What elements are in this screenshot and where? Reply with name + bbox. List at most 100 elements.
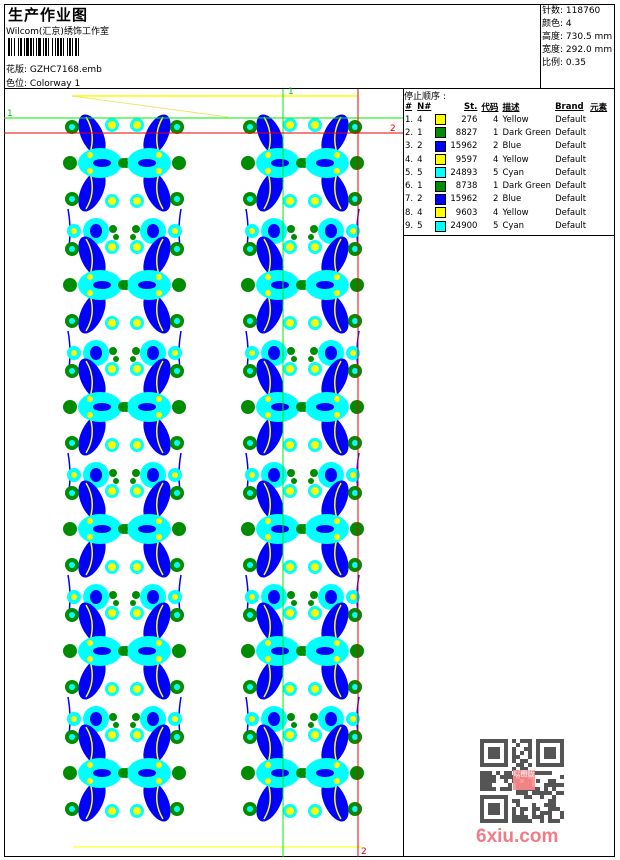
color-swatch — [435, 167, 447, 179]
row-swatch — [433, 219, 448, 232]
row-needle: 1 — [417, 181, 423, 192]
red-guide-label-right: 2 — [390, 124, 396, 134]
large-floral-motif — [117, 475, 187, 583]
row-brand: Default — [555, 127, 587, 138]
col-description: 描述 — [502, 102, 520, 113]
row-code: 1 — [493, 181, 499, 192]
row-swatch — [433, 140, 448, 153]
row-stitches: 15962 — [450, 194, 478, 205]
color-swatch — [435, 207, 447, 219]
table-bottom-divider — [403, 235, 615, 236]
info-width: 宽度: 292.0 mm — [542, 44, 612, 57]
info-colors: 颜色: 4 — [542, 18, 572, 31]
seal-stamp: 以图版 — [513, 770, 535, 790]
row-index: 3. — [405, 141, 414, 152]
row-description: Cyan — [502, 221, 524, 232]
row-stitches: 8827 — [455, 127, 478, 138]
panel-divider — [403, 88, 404, 857]
row-description: Dark Green — [502, 127, 552, 138]
row-needle: 4 — [417, 154, 423, 165]
row-description: Yellow — [502, 207, 529, 218]
row-description: Yellow — [502, 154, 529, 165]
large-floral-motif — [295, 597, 365, 705]
col-index: # — [405, 101, 413, 112]
height-value: 730.5 mm — [565, 32, 613, 42]
row-brand: Default — [555, 207, 587, 218]
height-label: 高度: — [542, 32, 564, 42]
row-stitches: 276 — [461, 114, 478, 125]
color-swatch — [435, 127, 447, 139]
row-swatch — [433, 113, 448, 126]
row-stitches: 9597 — [455, 154, 478, 165]
col-stitches: St. — [464, 101, 478, 112]
scale-value: 0.35 — [565, 58, 586, 68]
row-stitches: 24900 — [450, 221, 478, 232]
row-code: 5 — [493, 221, 499, 232]
barcode — [8, 38, 151, 56]
row-brand: Default — [555, 221, 587, 232]
stop-row: 7. 2 15962 2 Blue Default — [403, 193, 609, 206]
red-guide-label-bottom: 2 — [361, 847, 367, 857]
row-index: 1. — [405, 114, 414, 125]
green-guide-label-top: 1 — [288, 87, 294, 97]
colorway-label: 色位: — [6, 79, 28, 89]
row-index: 5. — [405, 167, 414, 178]
row-needle: 4 — [417, 207, 423, 218]
large-floral-motif — [117, 353, 187, 461]
row-stitches: 15962 — [450, 141, 478, 152]
design-file: 花版: GZHC7168.emb — [6, 62, 102, 75]
info-stitches: 针数: 118760 — [542, 5, 600, 18]
row-index: 6. — [405, 181, 414, 192]
large-floral-motif — [117, 109, 187, 217]
row-index: 2. — [405, 127, 414, 138]
row-index: 9. — [405, 221, 414, 232]
design-label: 花版: — [6, 65, 28, 75]
watermark-logo: 6xiu.com — [476, 826, 559, 847]
page-title: 生产作业图 — [8, 6, 89, 24]
color-swatch — [435, 193, 447, 205]
stop-sequence-table: # N# St. 代码 描述 Brand 元素 1. 4 276 4 Yellow Def… — [403, 100, 609, 233]
color-swatch — [435, 140, 447, 152]
row-brand: Default — [555, 114, 587, 125]
row-needle: 2 — [417, 194, 423, 205]
row-description: Yellow — [502, 114, 529, 125]
row-brand: Default — [555, 141, 587, 152]
stitches-label: 针数: — [542, 6, 564, 16]
width-label: 宽度: — [542, 45, 564, 55]
colorway-value: Colorway 1 — [29, 79, 81, 89]
stop-sequence-title: 停止顺序 : — [404, 92, 446, 102]
row-needle: 4 — [417, 114, 423, 125]
color-swatch — [435, 220, 447, 232]
row-swatch — [433, 193, 448, 206]
row-code: 2 — [493, 141, 499, 152]
row-swatch — [433, 166, 448, 179]
stop-row: 6. 1 8738 1 Dark Green Default — [403, 179, 609, 192]
large-floral-motif — [295, 231, 365, 339]
color-swatch — [435, 114, 447, 126]
large-floral-motif — [117, 231, 187, 339]
width-value: 292.0 mm — [565, 45, 613, 55]
large-floral-motif — [117, 597, 187, 705]
stop-row: 3. 2 15962 2 Blue Default — [403, 140, 609, 153]
row-description: Blue — [502, 141, 522, 152]
row-index: 8. — [405, 207, 414, 218]
large-floral-motif — [295, 475, 365, 583]
row-description: Cyan — [502, 167, 524, 178]
stop-row: 1. 4 276 4 Yellow Default — [403, 113, 609, 126]
row-stitches: 8738 — [455, 181, 478, 192]
company-name: Wilcom(汇京)绣饰工作室 — [6, 27, 109, 37]
col-code: 代码 — [481, 102, 499, 113]
stop-row: 5. 5 24893 5 Cyan Default — [403, 166, 609, 179]
row-code: 1 — [493, 127, 499, 138]
row-brand: Default — [555, 194, 587, 205]
scale-label: 比例: — [542, 58, 564, 68]
stop-row: 8. 4 9603 4 Yellow Default — [403, 206, 609, 219]
row-index: 4. — [405, 154, 414, 165]
green-guide-label-left: 1 — [7, 109, 13, 119]
colors-label: 颜色: — [542, 19, 564, 29]
color-swatch — [435, 180, 447, 192]
stop-row: 4. 4 9597 4 Yellow Default — [403, 153, 609, 166]
row-code: 4 — [493, 207, 499, 218]
row-code: 4 — [493, 114, 499, 125]
